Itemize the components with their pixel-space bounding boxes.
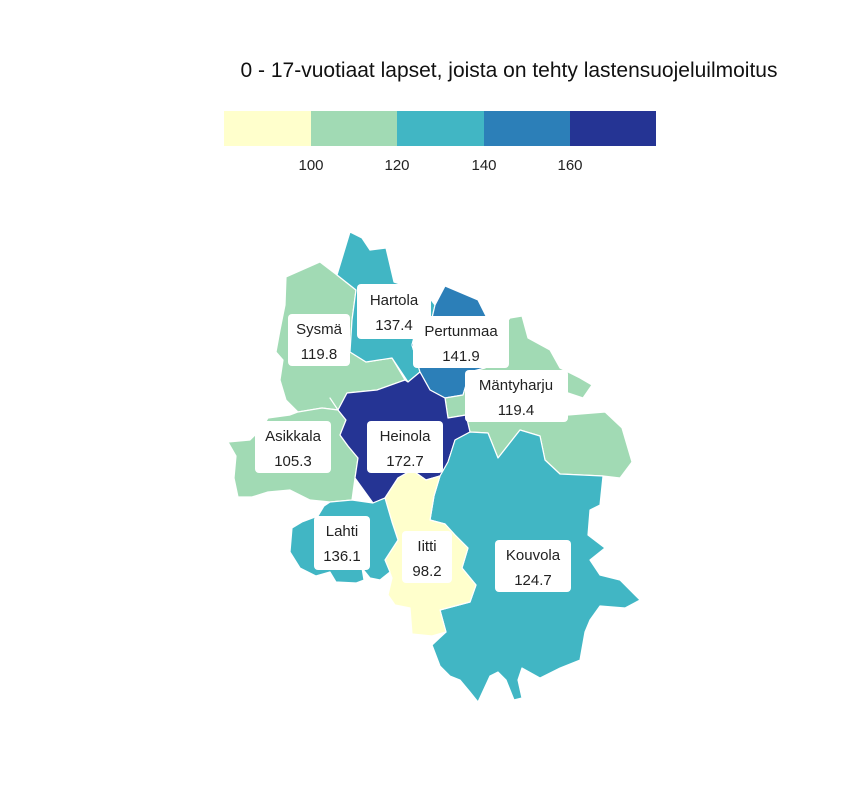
label-box-mantyharju	[465, 370, 568, 422]
region-name-label: Pertunmaa	[424, 323, 498, 340]
label-box-lahti	[314, 516, 370, 570]
label-box-hartola	[357, 284, 431, 339]
legend-swatch-1	[224, 111, 311, 146]
label-box-sysma	[288, 314, 350, 366]
legend-tick-label: 120	[384, 157, 409, 174]
color-legend: 100 120 140 160	[224, 111, 656, 174]
region-labels: Hartola 137.4 Sysmä 119.8 Pertunmaa 141.…	[255, 284, 571, 592]
legend-swatch-2	[311, 111, 397, 146]
legend-tick-label: 160	[557, 157, 582, 174]
region-name-label: Hartola	[370, 292, 419, 309]
region-value-label: 136.1	[323, 548, 361, 565]
map-title: 0 - 17-vuotiaat lapset, joista on tehty …	[241, 59, 778, 82]
region-name-label: Kouvola	[506, 547, 561, 564]
label-box-iitti	[402, 531, 452, 583]
region-name-label: Sysmä	[296, 321, 343, 338]
region-value-label: 105.3	[274, 453, 312, 470]
legend-tick-label: 100	[298, 157, 323, 174]
region-name-label: Asikkala	[265, 428, 322, 445]
region-value-label: 141.9	[442, 348, 480, 365]
legend-swatch-4	[484, 111, 570, 146]
region-value-label: 172.7	[386, 453, 424, 470]
label-box-asikkala	[255, 421, 331, 473]
region-value-label: 119.8	[301, 346, 337, 363]
region-name-label: Iitti	[417, 538, 436, 555]
label-box-kouvola	[495, 540, 571, 592]
region-value-label: 124.7	[514, 572, 552, 589]
region-value-label: 98.2	[412, 563, 441, 580]
region-name-label: Lahti	[326, 523, 359, 540]
legend-swatch-3	[397, 111, 484, 146]
region-value-label: 119.4	[498, 402, 534, 419]
label-box-pertunmaa	[413, 316, 509, 368]
region-name-label: Heinola	[380, 428, 432, 445]
legend-tick-label: 140	[471, 157, 496, 174]
label-box-heinola	[367, 421, 443, 473]
region-name-label: Mäntyharju	[479, 377, 553, 394]
legend-swatch-5	[570, 111, 656, 146]
region-value-label: 137.4	[375, 317, 413, 334]
